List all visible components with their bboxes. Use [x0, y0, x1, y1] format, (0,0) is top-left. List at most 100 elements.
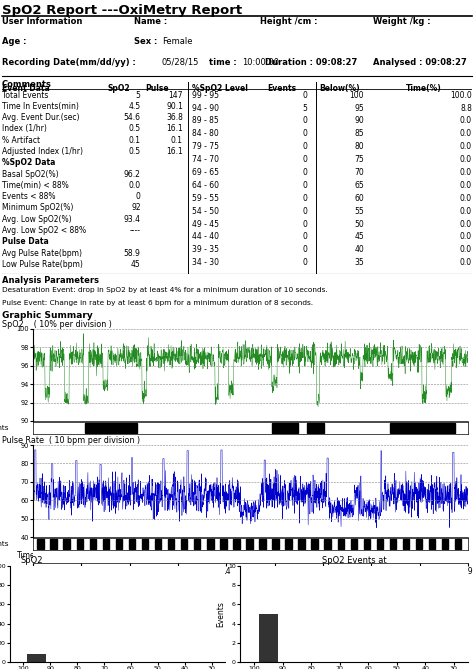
- Text: 55: 55: [354, 207, 364, 215]
- Text: 0: 0: [302, 219, 308, 229]
- Text: Pulse Data: Pulse Data: [2, 237, 49, 246]
- Bar: [272, 423, 298, 434]
- Text: Desaturation Event: drop in SpO2 by at least 4% for a minimum duration of 10 sec: Desaturation Event: drop in SpO2 by at l…: [2, 287, 328, 293]
- Bar: [272, 539, 279, 549]
- Text: 0.1: 0.1: [171, 136, 183, 145]
- Text: 94 - 90: 94 - 90: [192, 104, 219, 112]
- Text: Index (1/hr): Index (1/hr): [2, 124, 47, 134]
- Text: 50: 50: [354, 219, 364, 229]
- Text: Event Data: Event Data: [2, 84, 50, 93]
- Text: 0.5: 0.5: [128, 124, 141, 134]
- Text: 05/28/15: 05/28/15: [162, 58, 199, 67]
- Text: 100: 100: [349, 90, 364, 100]
- Text: 64 - 60: 64 - 60: [192, 181, 219, 190]
- Text: SpO2: SpO2: [21, 556, 43, 565]
- Text: 99 - 95: 99 - 95: [192, 90, 219, 100]
- Text: % Artifact: % Artifact: [2, 136, 40, 145]
- Text: Sex :: Sex :: [134, 37, 157, 46]
- Bar: [416, 539, 422, 549]
- Text: Events: Events: [0, 541, 9, 547]
- Bar: [442, 539, 448, 549]
- Bar: [220, 539, 227, 549]
- Text: 34 - 30: 34 - 30: [192, 258, 219, 267]
- Text: 0: 0: [302, 90, 308, 100]
- Bar: [116, 539, 122, 549]
- Text: 5: 5: [136, 90, 141, 100]
- Text: 0: 0: [302, 155, 308, 164]
- Text: Total Events: Total Events: [2, 90, 48, 100]
- Text: 75: 75: [354, 155, 364, 164]
- Text: 65: 65: [354, 181, 364, 190]
- Bar: [85, 423, 137, 434]
- Text: 54.6: 54.6: [124, 113, 141, 122]
- Text: 0: 0: [302, 129, 308, 138]
- Text: 84 - 80: 84 - 80: [192, 129, 219, 138]
- Text: 35: 35: [354, 258, 364, 267]
- Bar: [50, 539, 57, 549]
- Text: 0.0: 0.0: [460, 207, 472, 215]
- Text: 0: 0: [302, 142, 308, 151]
- Text: Time(min) < 88%: Time(min) < 88%: [2, 181, 69, 190]
- Text: 90: 90: [354, 116, 364, 125]
- Text: Height /cm :: Height /cm :: [261, 17, 318, 26]
- Text: SpO2 Report ---OxiMetry Report: SpO2 Report ---OxiMetry Report: [2, 4, 242, 17]
- Text: 0.0: 0.0: [460, 232, 472, 242]
- Text: 16.1: 16.1: [166, 124, 183, 134]
- Text: 0.0: 0.0: [128, 181, 141, 190]
- Bar: [194, 539, 201, 549]
- Text: 0: 0: [302, 258, 308, 267]
- Text: Avg. Event Dur.(sec): Avg. Event Dur.(sec): [2, 113, 80, 122]
- Text: Pulse Event: Change in rate by at least 6 bpm for a minimum duration of 8 second: Pulse Event: Change in rate by at least …: [2, 300, 313, 306]
- Bar: [181, 539, 187, 549]
- Text: 96.2: 96.2: [124, 170, 141, 179]
- Text: Comments: Comments: [2, 80, 52, 88]
- Text: Pulse: Pulse: [146, 84, 169, 93]
- Text: 95: 95: [354, 104, 364, 112]
- Text: 0.0: 0.0: [460, 246, 472, 254]
- Text: 74 - 70: 74 - 70: [192, 155, 219, 164]
- Text: 0: 0: [136, 192, 141, 201]
- Text: 0: 0: [302, 207, 308, 215]
- Text: 36.8: 36.8: [166, 113, 183, 122]
- Text: 80: 80: [354, 142, 364, 151]
- Text: 69 - 65: 69 - 65: [192, 168, 219, 177]
- Text: 10:00:00: 10:00:00: [242, 58, 279, 67]
- Text: 0.0: 0.0: [460, 181, 472, 190]
- Bar: [337, 539, 344, 549]
- Text: 60: 60: [354, 194, 364, 203]
- Text: 16.1: 16.1: [166, 147, 183, 156]
- Text: Avg Pulse Rate(bpm): Avg Pulse Rate(bpm): [2, 249, 82, 258]
- Text: Basal SpO2(%): Basal SpO2(%): [2, 170, 59, 179]
- Bar: [298, 539, 305, 549]
- Text: Time: Time: [17, 551, 36, 561]
- Text: 0.0: 0.0: [460, 116, 472, 125]
- Bar: [307, 423, 324, 434]
- Bar: [390, 539, 396, 549]
- Text: Duration : 09:08:27: Duration : 09:08:27: [265, 58, 357, 67]
- Text: SpO2: SpO2: [108, 84, 130, 93]
- Text: 0: 0: [302, 181, 308, 190]
- Text: Minimum SpO2(%): Minimum SpO2(%): [2, 203, 73, 213]
- Text: 93.4: 93.4: [124, 215, 141, 223]
- Text: 70: 70: [354, 168, 364, 177]
- Text: 0.5: 0.5: [128, 147, 141, 156]
- Text: %SpO2 Data: %SpO2 Data: [2, 159, 55, 167]
- Text: 0.0: 0.0: [460, 155, 472, 164]
- Text: 40: 40: [354, 246, 364, 254]
- Text: Analysed : 09:08:27: Analysed : 09:08:27: [374, 58, 467, 67]
- Bar: [129, 539, 135, 549]
- Text: 0.0: 0.0: [460, 219, 472, 229]
- Bar: [76, 539, 83, 549]
- Bar: [429, 539, 436, 549]
- Bar: [233, 539, 240, 549]
- Text: 85: 85: [354, 129, 364, 138]
- Text: 147: 147: [168, 90, 183, 100]
- Bar: [168, 539, 174, 549]
- Text: 5: 5: [302, 104, 308, 112]
- Bar: [377, 539, 383, 549]
- Text: Events: Events: [0, 425, 9, 431]
- Bar: [259, 539, 266, 549]
- Text: Age :: Age :: [2, 37, 27, 46]
- Text: Adjusted Index (1/hr): Adjusted Index (1/hr): [2, 147, 83, 156]
- Text: Graphic Summary: Graphic Summary: [2, 311, 93, 320]
